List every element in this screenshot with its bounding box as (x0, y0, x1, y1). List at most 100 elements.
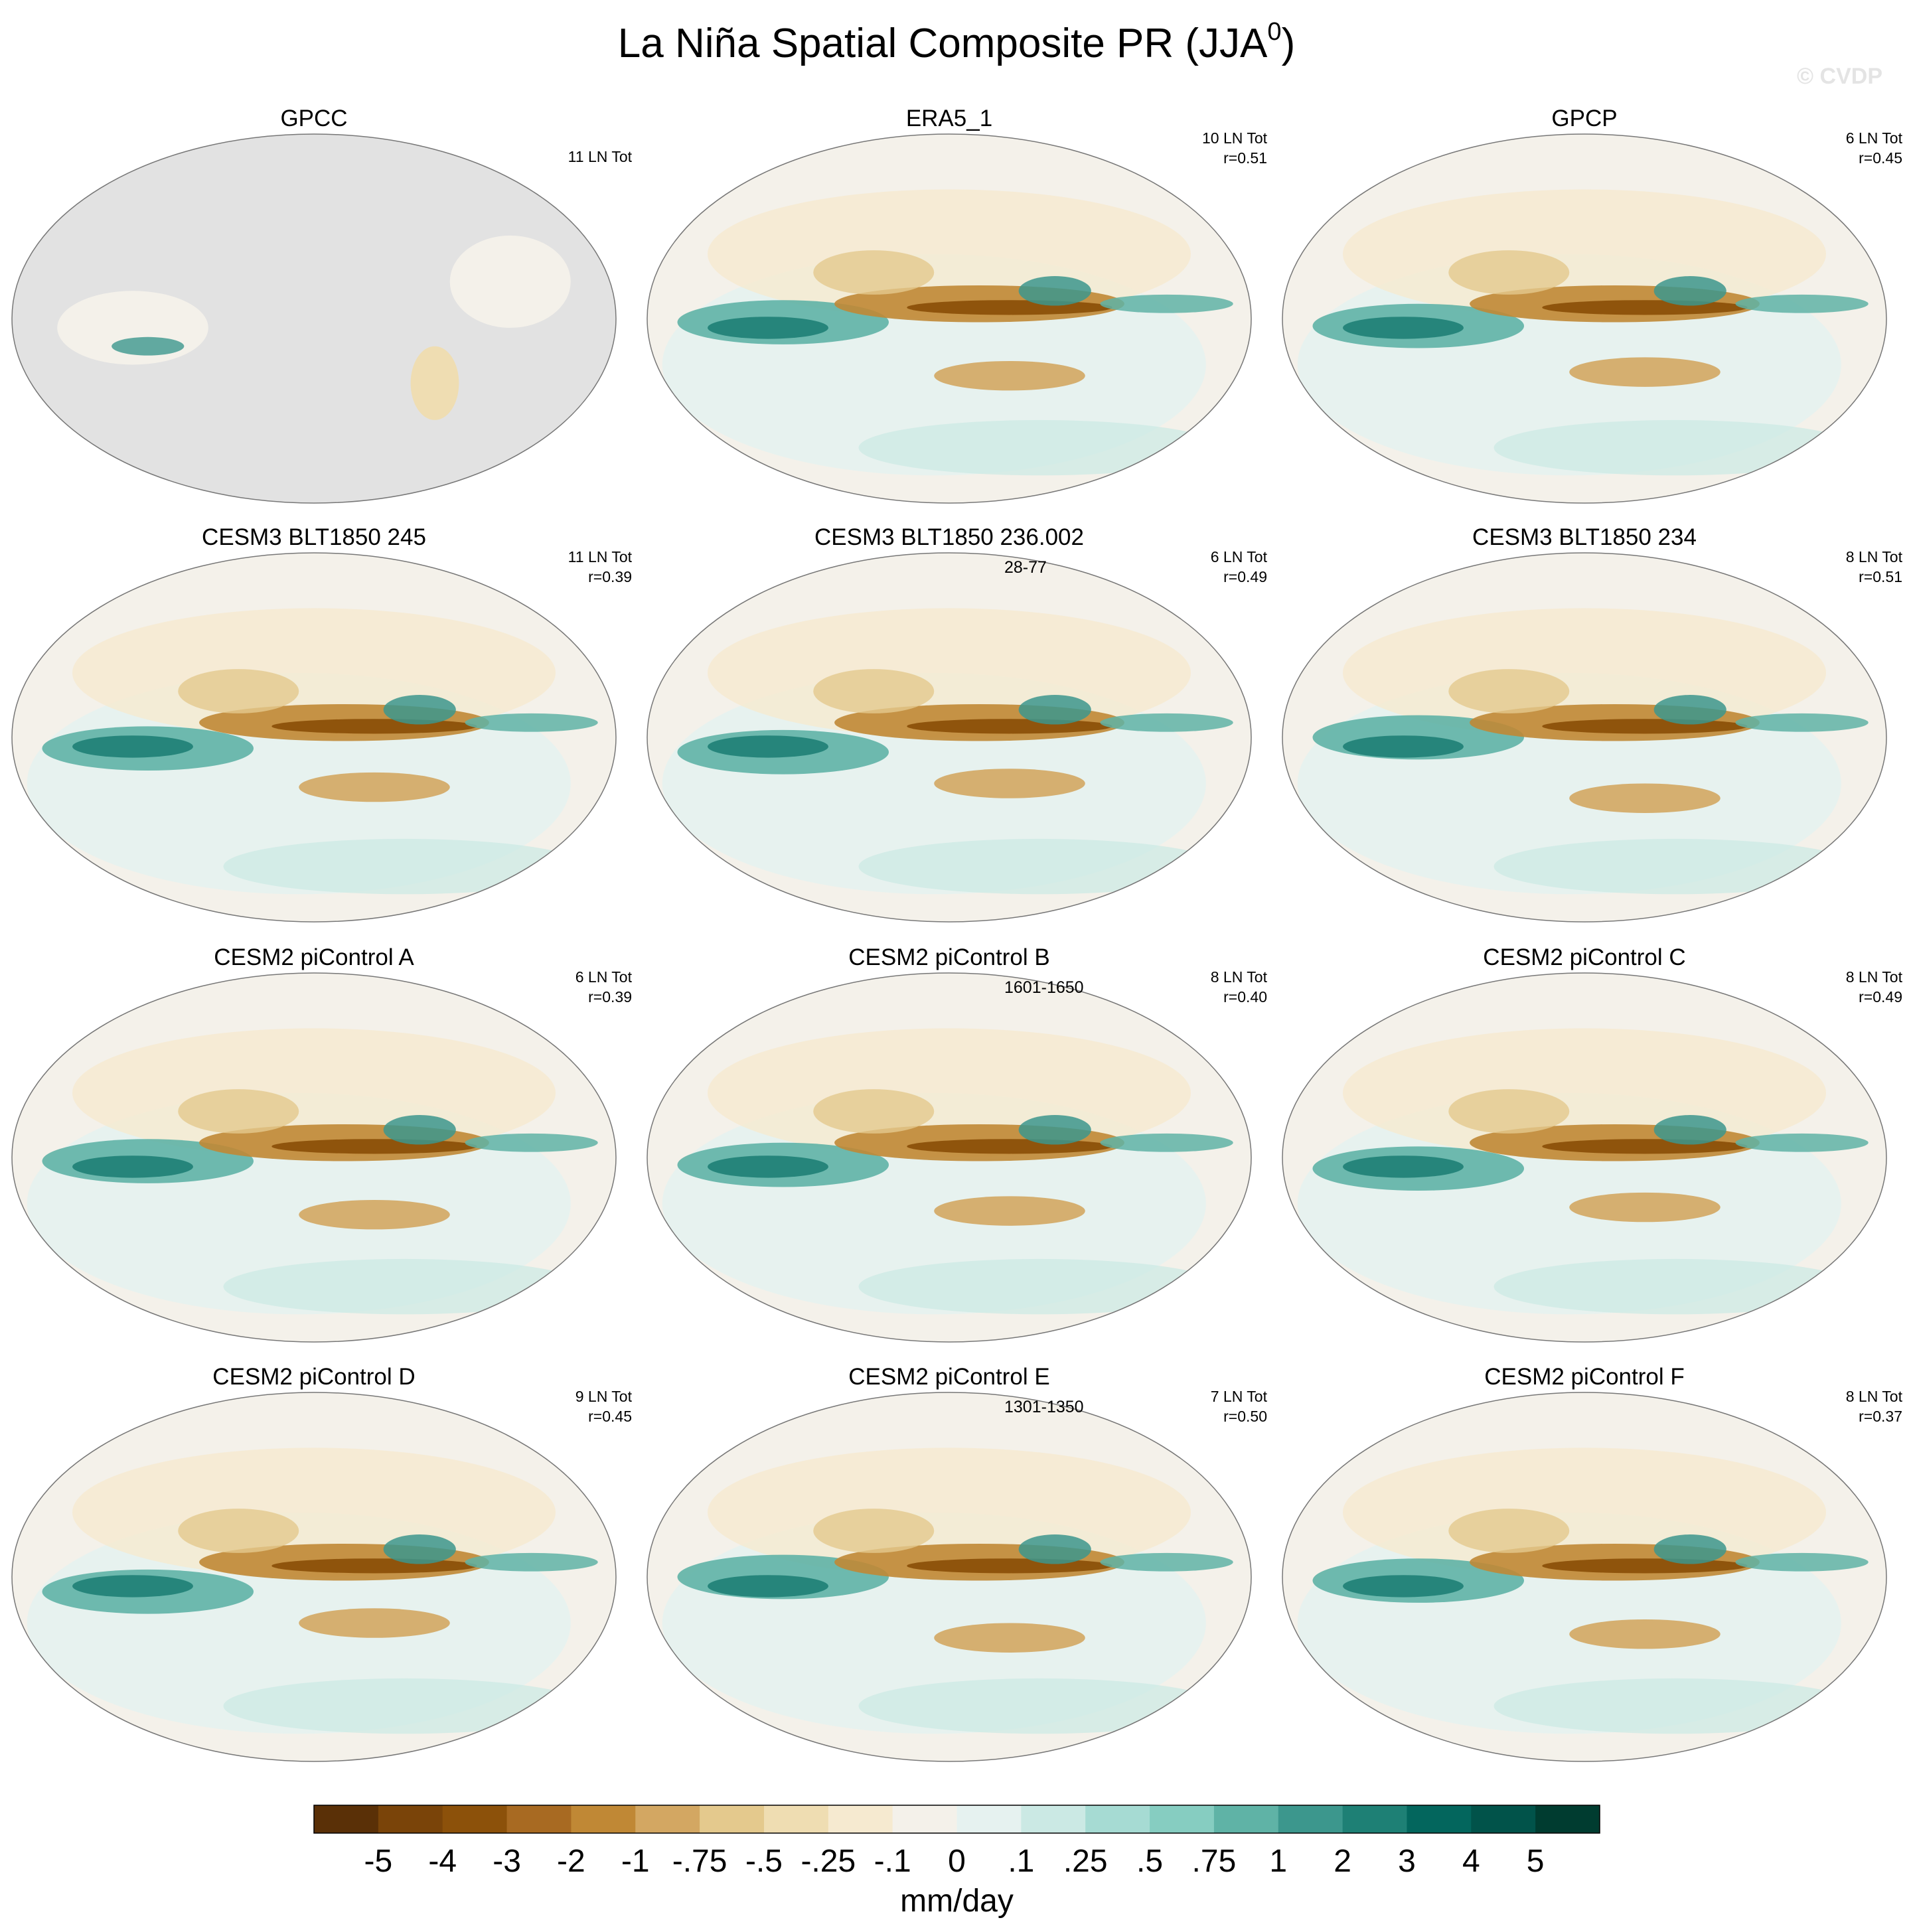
anomaly-region (1735, 713, 1869, 732)
panel-stat: 10 LN Tot (1202, 129, 1268, 147)
panel-stat: 8 LN Tot (1211, 968, 1268, 986)
map (647, 134, 1251, 503)
panel-stat: r=0.45 (1859, 149, 1902, 167)
anomaly-region (1735, 1552, 1869, 1572)
panel-title: ERA5_1 (906, 106, 992, 131)
anomaly-region (178, 1089, 299, 1134)
anomaly-region (299, 1199, 450, 1230)
anomaly-region (934, 1196, 1085, 1226)
map-outline (1282, 552, 1887, 923)
title-text: La Niña Spatial Composite PR (JJA (618, 21, 1268, 66)
anomaly-region (858, 1258, 1221, 1315)
title-superscript: 0 (1267, 18, 1281, 46)
map-outline (1282, 1392, 1887, 1762)
colorbar-label: 4 (1462, 1844, 1480, 1879)
map-outline (11, 133, 617, 504)
panel-period: 1601-1650 (1004, 978, 1084, 997)
colorbar-box (1021, 1805, 1086, 1833)
anomaly-region (271, 1139, 477, 1154)
panel-stat: 11 LN Tot (568, 148, 633, 165)
panel-title: CESM2 piControl D (212, 1364, 415, 1390)
anomaly-region (271, 719, 477, 734)
colorbar-label: -.5 (745, 1844, 783, 1879)
panel-stat: r=0.39 (588, 988, 632, 1005)
anomaly-region (1569, 1192, 1721, 1223)
anomaly-region (1100, 294, 1233, 313)
map (647, 973, 1251, 1342)
anomaly-region (178, 669, 299, 713)
anomaly-region (813, 669, 935, 713)
panel-stat: r=0.39 (588, 568, 632, 585)
map-outline (647, 972, 1252, 1343)
anomaly-region (907, 1558, 1112, 1574)
colorbar-box (892, 1805, 957, 1833)
colorbar-label: -5 (364, 1844, 393, 1879)
colorbar-box (571, 1805, 636, 1833)
anomaly-region (813, 1509, 935, 1553)
anomaly-region (1100, 1133, 1233, 1152)
anomaly-region (858, 419, 1221, 476)
figure-title: La Niña Spatial Composite PR (JJA0) (618, 18, 1295, 66)
colorbar-label: 0 (948, 1844, 966, 1879)
anomaly-region (1448, 1089, 1570, 1134)
panel-stat: r=0.37 (1859, 1408, 1902, 1425)
anomaly-region (1018, 1115, 1091, 1145)
colorbar-frame (313, 1805, 1600, 1834)
anomaly-region (383, 1115, 456, 1145)
colorbar-label: 1 (1269, 1844, 1287, 1879)
panel-period: 28-77 (1004, 558, 1047, 577)
anomaly-region (72, 1575, 193, 1598)
panel-stat: r=0.49 (1223, 568, 1267, 585)
panel-title: CESM3 BLT1850 245 (202, 524, 426, 550)
anomaly-region (1018, 695, 1091, 725)
anomaly-region (1343, 317, 1464, 339)
anomaly-region (934, 1623, 1085, 1653)
anomaly-region (223, 1258, 586, 1315)
anomaly-region (1569, 357, 1721, 387)
anomaly-region (708, 317, 828, 339)
anomaly-region (223, 838, 586, 895)
anomaly-region (1542, 719, 1748, 734)
anomaly-region (465, 1552, 598, 1572)
colorbar-label: -2 (557, 1844, 585, 1879)
anomaly-region (1343, 1575, 1464, 1598)
anomaly-region (1448, 250, 1570, 295)
anomaly-region (858, 838, 1221, 895)
map-outline (647, 1392, 1252, 1762)
anomaly-region (1653, 276, 1726, 306)
anomaly-region (907, 300, 1112, 315)
colorbar-label: -.25 (801, 1844, 856, 1879)
anomaly-region (1735, 294, 1869, 313)
panel-title: CESM2 piControl E (848, 1364, 1049, 1390)
anomaly-region (1569, 783, 1721, 813)
anomaly-region (1493, 838, 1857, 895)
panel-title: CESM3 BLT1850 234 (1472, 524, 1697, 550)
colorbar-label: .5 (1136, 1844, 1163, 1879)
panel-stat: r=0.45 (588, 1408, 632, 1425)
map (12, 1392, 616, 1761)
map (1282, 973, 1886, 1342)
colorbar-label: .25 (1063, 1844, 1108, 1879)
colorbar-box (1407, 1805, 1472, 1833)
anomaly-region (1448, 1509, 1570, 1553)
panel-stat: 11 LN Tot (568, 548, 633, 565)
colorbar-label: -.1 (874, 1844, 911, 1879)
map-outline (1282, 133, 1887, 504)
colorbar-box (1150, 1805, 1215, 1833)
anomaly-region (465, 1133, 598, 1152)
colorbar-label: .75 (1192, 1844, 1237, 1879)
anomaly-region (708, 1575, 828, 1598)
colorbar-unit: mm/day (900, 1884, 1014, 1919)
colorbar-box (1535, 1805, 1600, 1833)
anomaly-region (1735, 1133, 1869, 1152)
map (1282, 553, 1886, 922)
panel-stat: 6 LN Tot (575, 968, 633, 986)
colorbar-box (956, 1805, 1022, 1833)
map-outline (647, 133, 1252, 504)
colorbar-box (635, 1805, 700, 1833)
anomaly-region (1100, 713, 1233, 732)
map-background (12, 134, 616, 503)
colorbar-box (700, 1805, 765, 1833)
colorbar-box (1471, 1805, 1536, 1833)
